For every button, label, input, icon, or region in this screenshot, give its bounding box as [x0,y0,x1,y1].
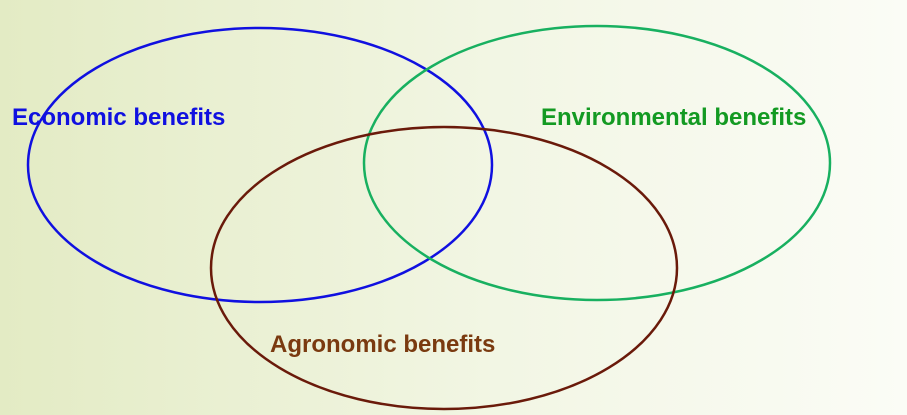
economic-ellipse [26,26,494,304]
agronomic-ellipse [209,125,679,411]
set-label: Agronomic benefits [270,331,495,358]
set-label: Economic benefits [12,104,225,131]
environmental-ellipse [362,24,832,302]
set-label: Environmental benefits [541,104,806,131]
